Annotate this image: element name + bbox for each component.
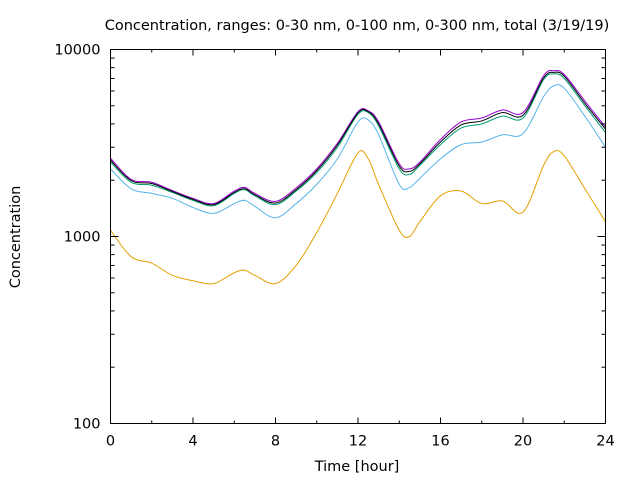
y-tick-label: 100 (73, 417, 101, 433)
series-line-2 (110, 73, 606, 207)
x-tick-label: 24 (596, 434, 614, 450)
y-tick-label: 1000 (64, 230, 101, 246)
axis-ticks: 0 4 8 12 16 20 24 100 1000 10000 (54, 43, 614, 450)
x-tick-label: 4 (188, 434, 197, 450)
series-line-0 (110, 149, 606, 285)
series-line-1 (110, 84, 606, 219)
series-line-4 (110, 71, 606, 206)
x-tick-label: 8 (271, 434, 280, 450)
x-tick-label: 16 (431, 434, 449, 450)
chart-title: Concentration, ranges: 0-30 nm, 0-100 nm… (105, 18, 610, 34)
x-axis-label: Time [hour] (314, 459, 400, 475)
x-tick-label: 12 (349, 434, 367, 450)
x-tick-label: 0 (106, 434, 115, 450)
plot-lines (110, 70, 606, 285)
x-tick-label: 20 (514, 434, 532, 450)
y-axis-label: Concentration (8, 186, 24, 289)
series-line-3 (110, 70, 606, 205)
y-tick-label: 10000 (54, 43, 100, 59)
